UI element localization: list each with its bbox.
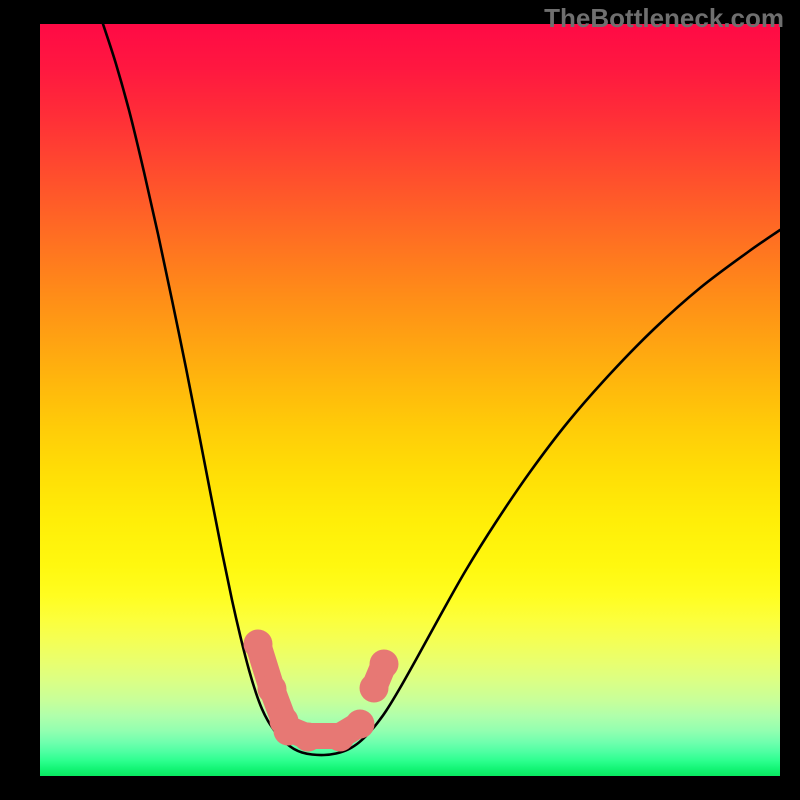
bottleneck-curve [103, 24, 780, 755]
overlay-joint [244, 630, 273, 659]
overlay-joint [258, 675, 287, 704]
overlay-joint [346, 710, 375, 739]
watermark-text: TheBottleneck.com [544, 3, 784, 34]
overlay-joint [294, 723, 323, 752]
chart-svg [0, 0, 800, 800]
overlay-joint [370, 650, 399, 679]
overlay-minimum-marker [244, 630, 399, 752]
